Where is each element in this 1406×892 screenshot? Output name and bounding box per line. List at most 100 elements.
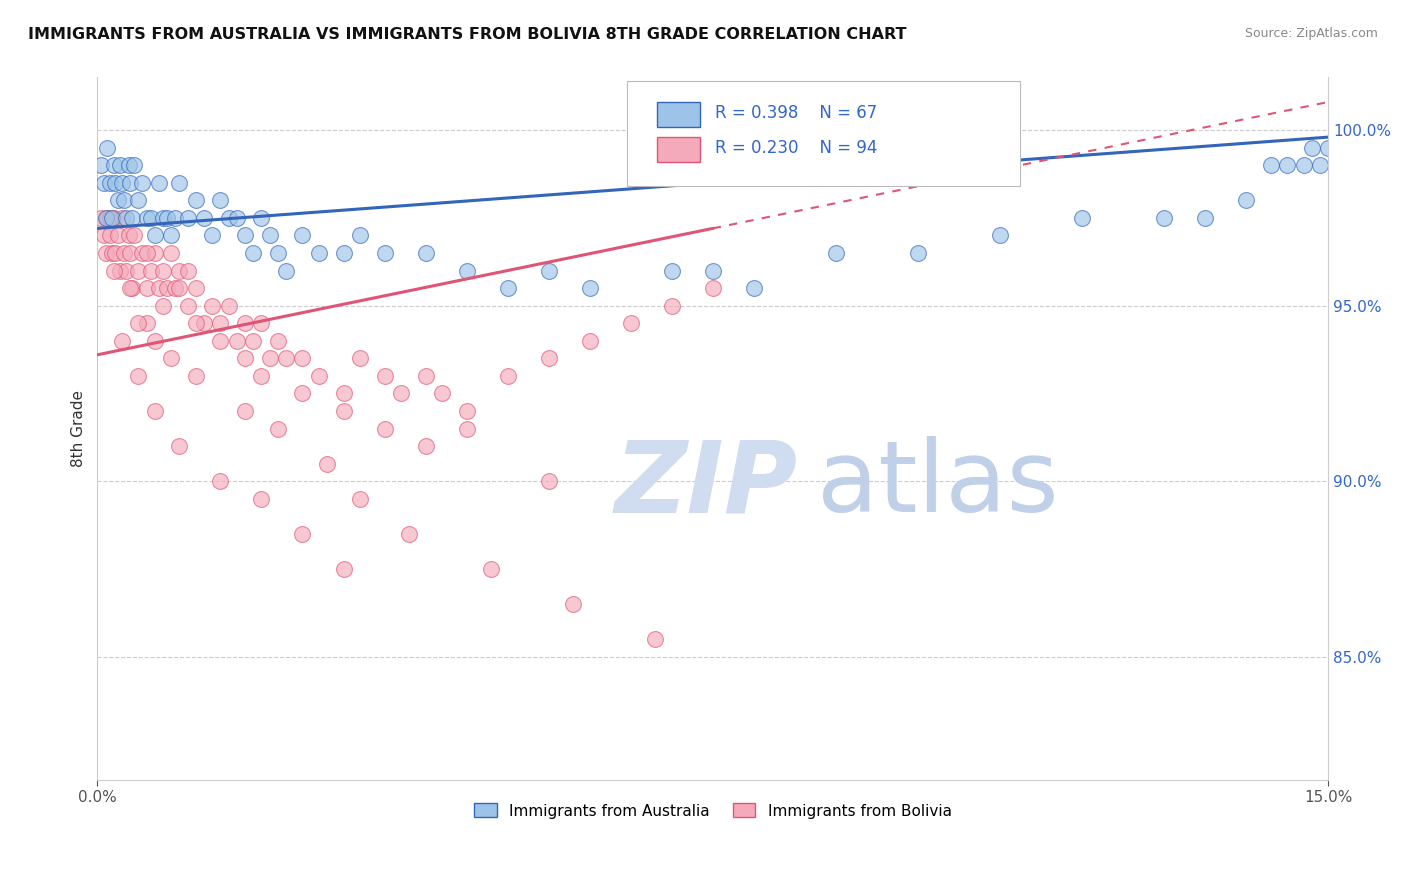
- Point: [479, 562, 502, 576]
- Point: [209, 474, 232, 488]
- Point: [242, 246, 264, 260]
- Point: [702, 263, 724, 277]
- Point: [291, 351, 314, 366]
- Point: [209, 194, 232, 208]
- Point: [562, 597, 585, 611]
- Point: [250, 491, 273, 506]
- Point: [160, 228, 183, 243]
- Point: [115, 211, 138, 225]
- Point: [578, 281, 600, 295]
- Point: [148, 281, 170, 295]
- Text: ZIP: ZIP: [614, 436, 797, 533]
- Point: [1234, 194, 1257, 208]
- Point: [143, 246, 166, 260]
- Point: [225, 211, 247, 225]
- Point: [1301, 141, 1323, 155]
- Point: [742, 281, 765, 295]
- FancyBboxPatch shape: [658, 137, 700, 161]
- Point: [104, 176, 127, 190]
- Point: [1071, 211, 1094, 225]
- Point: [250, 211, 273, 225]
- Point: [165, 281, 187, 295]
- Point: [169, 281, 191, 295]
- Point: [1292, 158, 1315, 172]
- Point: [291, 386, 314, 401]
- Point: [430, 386, 453, 401]
- Point: [456, 263, 478, 277]
- Point: [103, 158, 125, 172]
- Point: [94, 211, 117, 225]
- Point: [373, 368, 395, 383]
- Point: [233, 228, 256, 243]
- Point: [143, 334, 166, 348]
- Point: [117, 228, 139, 243]
- Point: [124, 228, 146, 243]
- Point: [316, 457, 339, 471]
- Point: [291, 526, 314, 541]
- Point: [120, 246, 142, 260]
- Point: [160, 246, 183, 260]
- Point: [90, 158, 112, 172]
- Point: [94, 246, 117, 260]
- Point: [274, 263, 297, 277]
- Point: [152, 299, 174, 313]
- Point: [398, 526, 420, 541]
- Point: [127, 368, 149, 383]
- Point: [98, 211, 121, 225]
- Point: [127, 263, 149, 277]
- Point: [165, 211, 187, 225]
- Point: [135, 246, 157, 260]
- Point: [169, 263, 191, 277]
- Point: [373, 421, 395, 435]
- FancyBboxPatch shape: [658, 102, 700, 127]
- Point: [98, 228, 121, 243]
- Point: [184, 368, 207, 383]
- Point: [121, 211, 143, 225]
- Point: [96, 211, 118, 225]
- Point: [332, 404, 354, 418]
- Text: IMMIGRANTS FROM AUSTRALIA VS IMMIGRANTS FROM BOLIVIA 8TH GRADE CORRELATION CHART: IMMIGRANTS FROM AUSTRALIA VS IMMIGRANTS …: [28, 27, 907, 42]
- Point: [1153, 211, 1175, 225]
- Point: [135, 316, 157, 330]
- Point: [193, 316, 215, 330]
- Point: [661, 263, 683, 277]
- Point: [184, 281, 207, 295]
- Point: [201, 299, 224, 313]
- Point: [661, 299, 683, 313]
- Point: [90, 211, 112, 225]
- Point: [139, 263, 162, 277]
- Point: [415, 246, 437, 260]
- Point: [98, 176, 121, 190]
- Point: [456, 404, 478, 418]
- Point: [117, 158, 139, 172]
- Point: [104, 246, 127, 260]
- Point: [176, 263, 198, 277]
- Point: [233, 351, 256, 366]
- Point: [537, 263, 560, 277]
- Point: [496, 281, 519, 295]
- Point: [537, 351, 560, 366]
- Point: [415, 439, 437, 453]
- Point: [1260, 158, 1282, 172]
- Point: [259, 351, 281, 366]
- Point: [169, 439, 191, 453]
- Point: [233, 316, 256, 330]
- Point: [415, 368, 437, 383]
- Point: [152, 211, 174, 225]
- Point: [120, 281, 142, 295]
- Point: [156, 211, 179, 225]
- Point: [152, 263, 174, 277]
- FancyBboxPatch shape: [627, 81, 1021, 186]
- Point: [349, 491, 371, 506]
- Point: [93, 176, 115, 190]
- Point: [824, 246, 846, 260]
- Point: [988, 228, 1011, 243]
- Point: [135, 281, 157, 295]
- Point: [160, 351, 183, 366]
- Point: [537, 474, 560, 488]
- Point: [218, 211, 240, 225]
- Point: [131, 176, 153, 190]
- Point: [101, 211, 124, 225]
- Point: [127, 194, 149, 208]
- Point: [373, 246, 395, 260]
